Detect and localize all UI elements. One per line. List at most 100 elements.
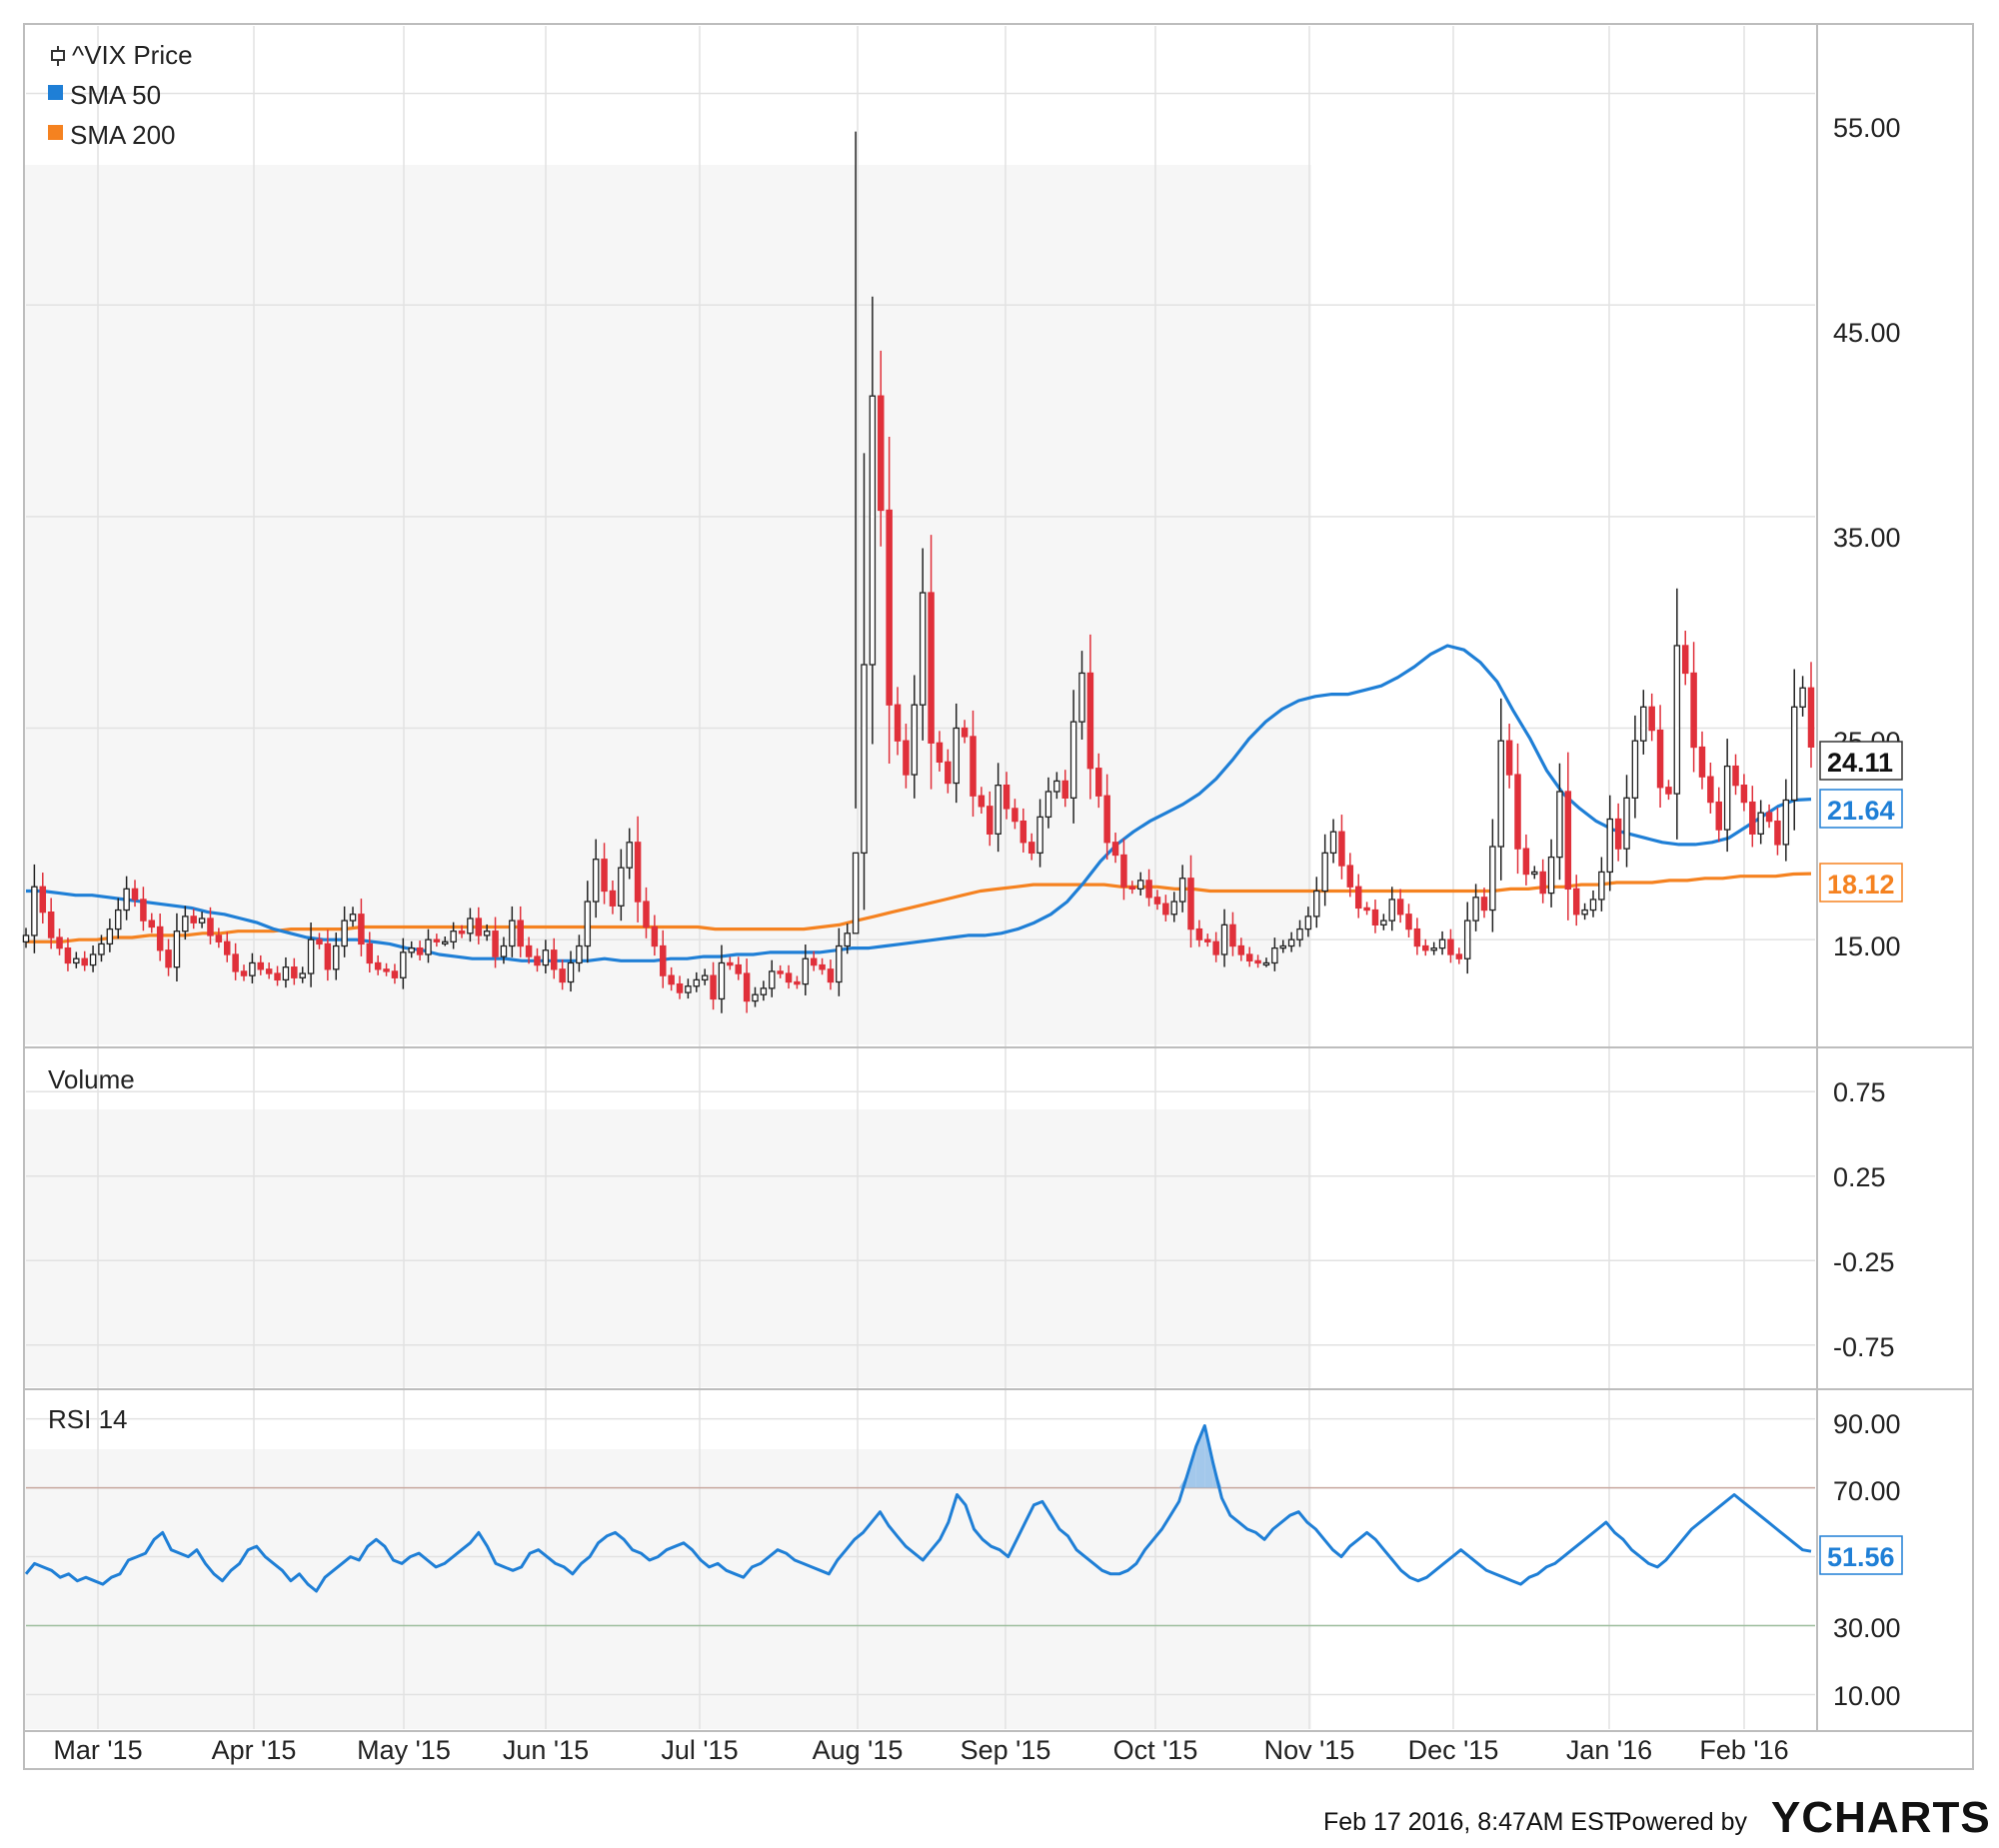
candle-body [1749, 801, 1756, 835]
candle-body [1732, 765, 1739, 787]
price-candle [668, 966, 675, 991]
price-candle [1061, 770, 1068, 808]
price-candle [760, 980, 768, 1001]
price-candle [987, 791, 994, 847]
volume-panel-title: Volume [48, 1064, 135, 1094]
price-candle [1589, 890, 1597, 918]
price-candle [1631, 715, 1639, 819]
price-legend: ^VIX Price SMA 50 SMA 200 [48, 40, 193, 150]
candle-body [341, 920, 348, 947]
candle-body [928, 592, 935, 744]
candle-body [525, 944, 533, 957]
candle-body [1338, 831, 1345, 867]
candle-body [970, 736, 977, 797]
candle-body [1329, 831, 1337, 855]
price-candle [542, 939, 550, 973]
candle-body [1690, 672, 1697, 749]
candle-body [1698, 746, 1706, 778]
candle-body [475, 918, 483, 936]
candle-body [391, 970, 399, 978]
candle-body [1069, 721, 1077, 800]
price-candle [156, 914, 164, 961]
candle-body [559, 968, 566, 983]
price-candle [1086, 634, 1094, 800]
price-candle [1497, 698, 1505, 881]
candle-body [274, 972, 281, 981]
price-candle [1145, 869, 1152, 907]
candle-body [47, 912, 55, 938]
candle-body [1765, 812, 1773, 823]
price-candle [936, 731, 944, 772]
candle-body [727, 961, 734, 966]
candle-body [425, 938, 432, 955]
candle-body [1782, 799, 1790, 846]
candle-body [408, 946, 415, 953]
price-candle [1640, 690, 1647, 755]
candle-body [1799, 687, 1806, 708]
candle-body [1740, 785, 1748, 804]
price-candle [1287, 931, 1295, 952]
sma50-last-value: 21.64 [1827, 796, 1895, 826]
candle-body [995, 785, 1001, 835]
price-candle [332, 932, 340, 980]
price-candle [1229, 912, 1236, 956]
price-candle [953, 703, 960, 804]
candle-body [1497, 740, 1505, 848]
candle-body [483, 930, 491, 936]
price-candle [383, 962, 390, 976]
price-candle [1681, 631, 1689, 686]
candle-body [1472, 897, 1479, 922]
candle-body [324, 942, 332, 970]
sma200-swatch [48, 125, 63, 140]
price-candle [1002, 772, 1010, 820]
price-candle [1690, 642, 1697, 773]
candle-body [1380, 920, 1387, 925]
price-candle [56, 928, 63, 955]
price-candle [1790, 669, 1798, 831]
candle-body [551, 949, 558, 970]
candle-body [98, 942, 105, 955]
price-candle [450, 922, 457, 949]
price-candle [98, 934, 105, 962]
candle-body [1564, 791, 1572, 891]
price-candle [140, 887, 147, 931]
candle-body [802, 957, 810, 985]
candle-body [752, 993, 759, 1002]
candle-body [1371, 909, 1379, 925]
footer-timestamp: Feb 17 2016, 8:47AM EST. [1323, 1808, 1623, 1836]
candle-body [1170, 901, 1177, 916]
price-candle [861, 453, 868, 911]
candle-body [1044, 791, 1052, 819]
price-candle [1128, 881, 1136, 895]
candle-body [291, 966, 298, 978]
candle-body [1095, 768, 1102, 797]
candle-body [1681, 645, 1689, 675]
ycharts-logo: YCHARTS [1771, 1793, 1991, 1842]
candle-body [785, 972, 793, 983]
candle-body [89, 953, 97, 966]
price-candle [819, 957, 826, 975]
price-candle [903, 724, 910, 789]
candle-body [249, 961, 256, 976]
price-candle [274, 965, 281, 986]
candle-body [987, 806, 994, 835]
price-panel-bg [25, 165, 1311, 1044]
candle-body [257, 961, 265, 970]
price-candle [1153, 890, 1161, 911]
price-candle [123, 876, 130, 921]
candle-body [358, 914, 365, 945]
grid-lines [26, 26, 1815, 1729]
candle-body [1807, 687, 1815, 748]
candle-body [634, 842, 642, 903]
candle-body [1002, 785, 1010, 810]
price-candle [592, 839, 600, 919]
x-tick-label: May '15 [357, 1735, 451, 1765]
candle-body [1086, 672, 1094, 770]
price-candle [1556, 763, 1563, 881]
price-candle [852, 131, 860, 934]
rsi-y-axis: 90.00 70.00 30.00 10.00 [1833, 1409, 1901, 1711]
price-candle [945, 749, 952, 794]
price-last-value-tag: 24.11 [1819, 741, 1903, 781]
candle-body [299, 972, 306, 978]
price-candle [1732, 754, 1739, 796]
